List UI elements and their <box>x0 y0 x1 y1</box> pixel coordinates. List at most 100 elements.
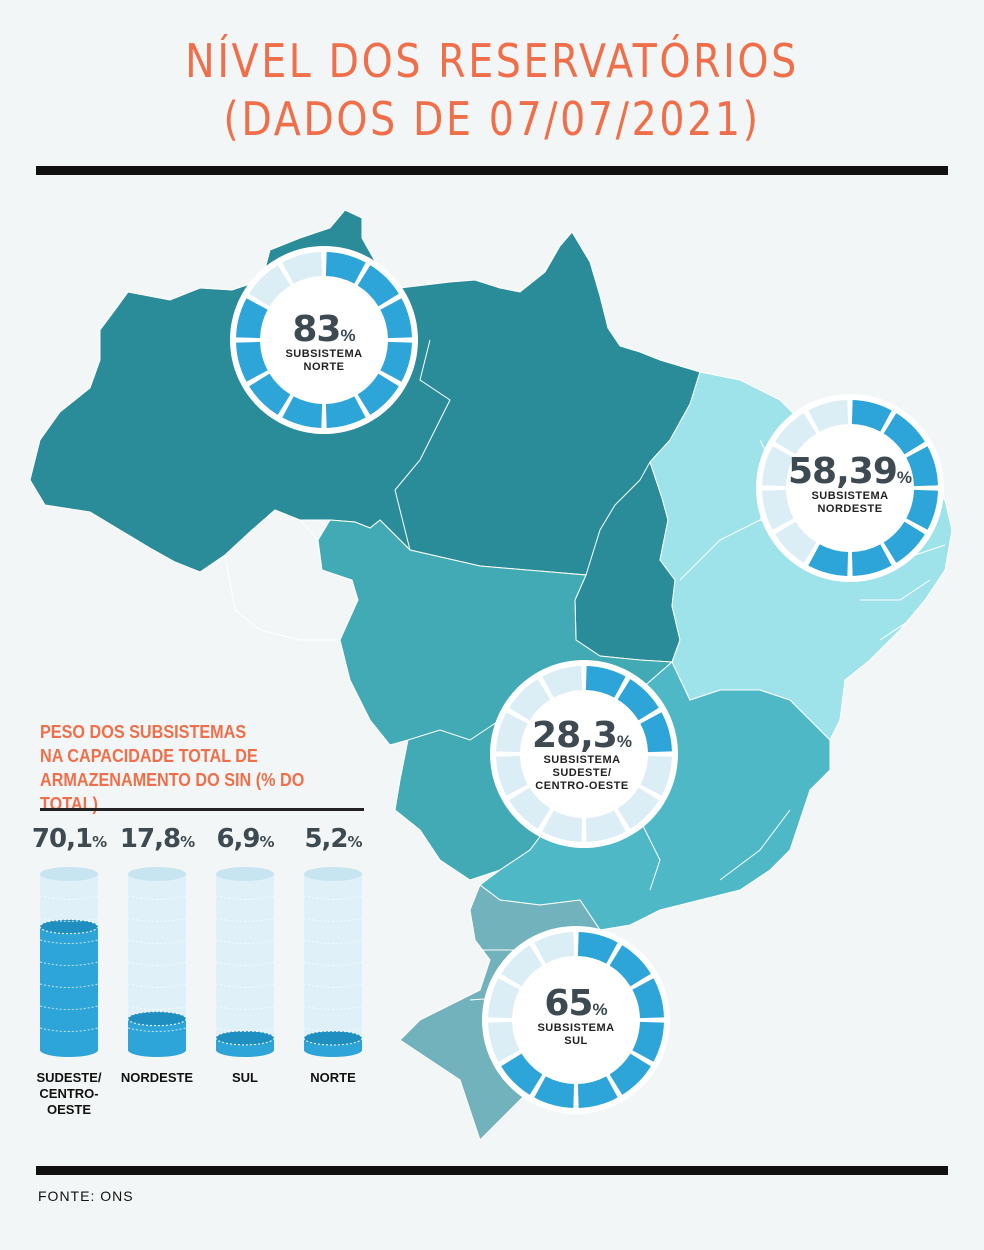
donut-segment <box>488 978 520 1019</box>
bar-ring <box>39 895 99 900</box>
donut-segment <box>640 712 672 753</box>
donut-segment <box>501 945 543 987</box>
bar-ring <box>303 961 363 966</box>
bar-ring <box>39 939 99 944</box>
bar-top <box>303 1030 363 1046</box>
bar-ring <box>127 939 187 944</box>
donut-segment <box>762 489 794 530</box>
bar-cap <box>40 867 98 881</box>
donut-segment <box>609 1053 651 1095</box>
bar-ring <box>127 1005 187 1010</box>
donut-gauge-norte <box>230 246 418 434</box>
bar-ring <box>127 895 187 900</box>
bar-cap <box>128 867 186 881</box>
bar-ring <box>303 939 363 944</box>
legend-divider <box>40 808 364 811</box>
donut-segment <box>249 265 291 307</box>
bar-category-label: NORTE <box>310 1070 356 1085</box>
donut-segment <box>282 396 323 428</box>
donut-segment <box>640 755 672 796</box>
top-divider <box>36 166 948 175</box>
donut-segment <box>380 298 412 339</box>
bar-ring <box>39 917 99 922</box>
source-note: FONTE: ONS <box>38 1188 134 1204</box>
donut-segment <box>542 666 583 698</box>
donut-label-norte: 83% SUBSISTEMA NORTE <box>285 309 363 374</box>
bar-background <box>216 874 274 1050</box>
reservoir-value-sudeste: 28,3 <box>532 715 618 756</box>
donut-label-sudeste: 28,3% SUBSISTEMA SUDESTE/ CENTRO-OESTE <box>532 715 632 793</box>
donut-segment <box>617 679 659 721</box>
bar-ring <box>303 983 363 988</box>
bar-cap <box>216 867 274 881</box>
donut-segment <box>906 446 938 487</box>
donut-segment <box>509 787 551 829</box>
bar-ring <box>127 961 187 966</box>
page-subtitle: (DADOS DE 07/07/2021) <box>223 92 761 146</box>
bar-cylinder <box>127 867 187 1057</box>
donut-segment <box>509 679 551 721</box>
bar-category-label: SUL <box>232 1070 258 1085</box>
bar-ring <box>215 1005 275 1010</box>
donut-label-sul: 65% SUBSISTEMA SUL <box>537 983 615 1048</box>
bar-ring <box>127 917 187 922</box>
bar-ring <box>215 961 275 966</box>
bar-cylinder <box>215 867 275 1057</box>
bar-ring <box>39 961 99 966</box>
donut-segment <box>808 400 849 432</box>
bar-category-label: SUDESTE/ CENTRO- OESTE <box>36 1070 102 1117</box>
donut-segment <box>282 252 323 284</box>
bar-top <box>127 1011 187 1027</box>
bar-ring <box>303 1005 363 1010</box>
donut-label-nordeste: 58,39% SUBSISTEMA NORDESTE <box>788 451 912 516</box>
donut-segment <box>249 373 291 415</box>
bar-cap <box>304 867 362 881</box>
donut-segment <box>883 413 925 455</box>
donut-segment <box>632 978 664 1019</box>
bar-ring <box>39 1005 99 1010</box>
donut-gauge-sudeste <box>490 660 678 848</box>
bar-ring <box>215 895 275 900</box>
bar-cylinder <box>303 867 363 1057</box>
donut-segment <box>542 810 583 842</box>
bar-base <box>216 1043 274 1057</box>
bar-cylinder <box>39 867 99 1057</box>
bar-base <box>40 1043 98 1057</box>
donut-segment <box>883 521 925 563</box>
donut-segment <box>380 341 412 382</box>
bar-value-label: 5,2% <box>304 824 362 854</box>
donut-gauge-sul <box>482 926 670 1114</box>
bar-value-label: 17,8% <box>119 824 195 854</box>
donut-segment <box>488 1021 520 1062</box>
bar-ring <box>215 939 275 944</box>
donut-segment <box>906 489 938 530</box>
donut-segment <box>577 1076 618 1108</box>
bar-ring <box>303 895 363 900</box>
donut-segment <box>357 265 399 307</box>
donut-segment <box>775 413 817 455</box>
donut-segment <box>585 810 626 842</box>
bottom-divider <box>36 1166 948 1175</box>
reservoir-value-sul: 65 <box>544 983 593 1024</box>
bar-base <box>304 1043 362 1057</box>
donut-segment <box>236 341 268 382</box>
donut-segment <box>325 396 366 428</box>
donut-segment <box>585 666 626 698</box>
donut-segment <box>534 932 575 964</box>
donut-segment <box>609 945 651 987</box>
bar-ring <box>127 983 187 988</box>
bar <box>40 926 98 1050</box>
donut-segment <box>357 373 399 415</box>
donut-segment <box>851 400 892 432</box>
donut-segment <box>808 544 849 576</box>
legend-title: PESO DOS SUBSISTEMAS NA CAPACIDADE TOTAL… <box>40 722 305 814</box>
bar-background <box>304 874 362 1050</box>
donut-segment <box>236 298 268 339</box>
bar-ring <box>303 1027 363 1032</box>
donut-segment <box>617 787 659 829</box>
bar-ring <box>215 917 275 922</box>
bar-category-label: NORDESTE <box>120 1070 194 1085</box>
